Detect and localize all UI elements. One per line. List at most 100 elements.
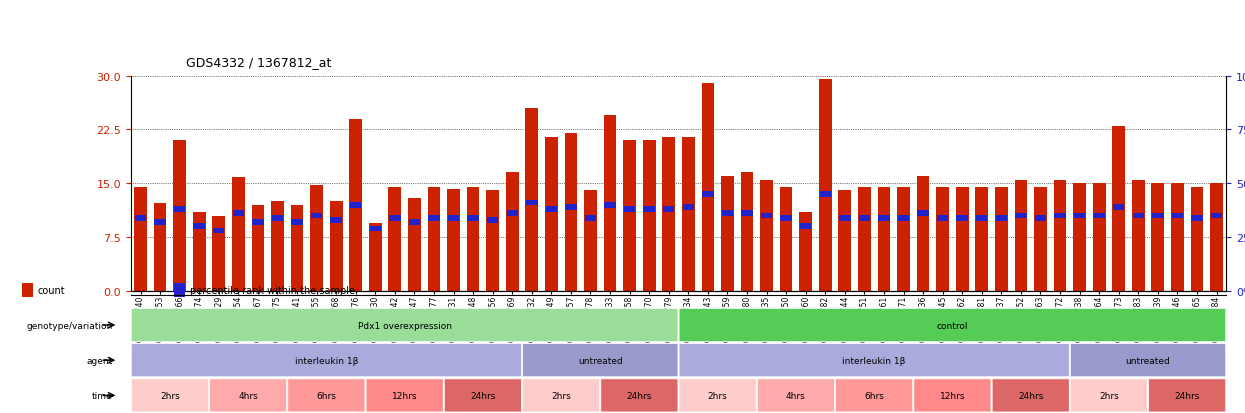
FancyBboxPatch shape xyxy=(209,379,286,412)
FancyBboxPatch shape xyxy=(992,379,1069,412)
Bar xyxy=(801,224,812,230)
FancyBboxPatch shape xyxy=(679,309,1226,342)
Bar xyxy=(918,211,929,217)
FancyBboxPatch shape xyxy=(679,379,756,412)
Bar xyxy=(193,224,205,230)
Text: 2hrs: 2hrs xyxy=(159,391,179,400)
Bar xyxy=(291,220,303,225)
Bar xyxy=(975,188,989,291)
Text: untreated: untreated xyxy=(1125,356,1170,365)
Text: 4hrs: 4hrs xyxy=(238,391,258,400)
Bar xyxy=(213,216,225,291)
Text: agent: agent xyxy=(86,356,112,365)
FancyBboxPatch shape xyxy=(679,344,1069,377)
Bar xyxy=(858,188,870,291)
FancyBboxPatch shape xyxy=(914,379,991,412)
Bar xyxy=(467,215,479,221)
Bar xyxy=(154,220,166,225)
Bar xyxy=(390,215,401,221)
Bar xyxy=(761,180,773,291)
Bar xyxy=(838,191,852,291)
Bar xyxy=(330,202,342,291)
Bar xyxy=(350,119,362,291)
Bar xyxy=(467,188,479,291)
Text: control: control xyxy=(936,321,969,330)
Bar xyxy=(408,198,421,291)
Bar xyxy=(995,188,1007,291)
Text: interleukin 1β: interleukin 1β xyxy=(843,356,906,365)
Bar xyxy=(174,206,186,212)
FancyBboxPatch shape xyxy=(131,344,522,377)
Bar xyxy=(370,226,381,232)
Text: percentile rank within the sample: percentile rank within the sample xyxy=(189,285,355,295)
Bar xyxy=(271,215,283,221)
Bar xyxy=(781,215,792,221)
Bar xyxy=(664,206,675,212)
FancyBboxPatch shape xyxy=(835,379,913,412)
Bar xyxy=(585,215,596,221)
Bar xyxy=(604,116,616,291)
Bar xyxy=(350,202,361,208)
Bar xyxy=(1074,213,1086,219)
Text: 2hrs: 2hrs xyxy=(707,391,727,400)
Text: 2hrs: 2hrs xyxy=(1099,391,1119,400)
Bar xyxy=(22,283,32,297)
Bar xyxy=(448,215,459,221)
Bar xyxy=(134,188,147,291)
Bar xyxy=(388,188,401,291)
Bar xyxy=(682,137,695,291)
FancyBboxPatch shape xyxy=(523,344,679,377)
Bar xyxy=(722,211,733,217)
Bar xyxy=(1190,188,1204,291)
Bar xyxy=(1152,184,1164,291)
Bar xyxy=(330,217,342,223)
Text: genotype/variation: genotype/variation xyxy=(26,321,112,330)
Bar xyxy=(1093,184,1106,291)
Bar xyxy=(702,192,713,197)
Bar xyxy=(936,188,949,291)
FancyBboxPatch shape xyxy=(1149,379,1226,412)
Text: untreated: untreated xyxy=(578,356,622,365)
Text: 24hrs: 24hrs xyxy=(1018,391,1043,400)
Bar xyxy=(1035,215,1046,221)
Bar xyxy=(487,217,498,223)
Bar xyxy=(956,215,967,221)
Text: 6hrs: 6hrs xyxy=(864,391,884,400)
Bar xyxy=(527,200,538,206)
Bar xyxy=(193,212,205,291)
Bar xyxy=(134,215,146,221)
Bar xyxy=(565,204,576,210)
Bar xyxy=(1073,184,1086,291)
Bar xyxy=(956,188,969,291)
Bar xyxy=(878,188,890,291)
Text: GDS4332 / 1367812_at: GDS4332 / 1367812_at xyxy=(186,56,331,69)
Text: 2hrs: 2hrs xyxy=(552,391,571,400)
Text: interleukin 1β: interleukin 1β xyxy=(295,356,359,365)
Bar xyxy=(174,283,186,297)
Text: 12hrs: 12hrs xyxy=(392,391,417,400)
Bar xyxy=(232,178,245,291)
Bar xyxy=(604,202,616,208)
Bar xyxy=(427,188,441,291)
Bar xyxy=(1152,213,1164,219)
FancyBboxPatch shape xyxy=(1071,379,1148,412)
Bar xyxy=(233,211,244,217)
Bar xyxy=(741,211,753,217)
Bar xyxy=(545,137,558,291)
Text: 24hrs: 24hrs xyxy=(626,391,652,400)
Bar xyxy=(1211,213,1223,219)
Bar xyxy=(505,173,519,291)
Bar xyxy=(564,134,578,291)
Text: 6hrs: 6hrs xyxy=(316,391,336,400)
Bar xyxy=(1093,213,1104,219)
Text: 4hrs: 4hrs xyxy=(786,391,806,400)
Bar xyxy=(859,215,870,221)
Bar xyxy=(290,205,304,291)
Bar xyxy=(701,83,715,291)
Bar xyxy=(878,215,890,221)
Bar xyxy=(584,191,596,291)
Bar xyxy=(525,109,538,291)
Bar xyxy=(1112,126,1125,291)
Bar xyxy=(447,190,459,291)
Bar xyxy=(1113,204,1124,210)
